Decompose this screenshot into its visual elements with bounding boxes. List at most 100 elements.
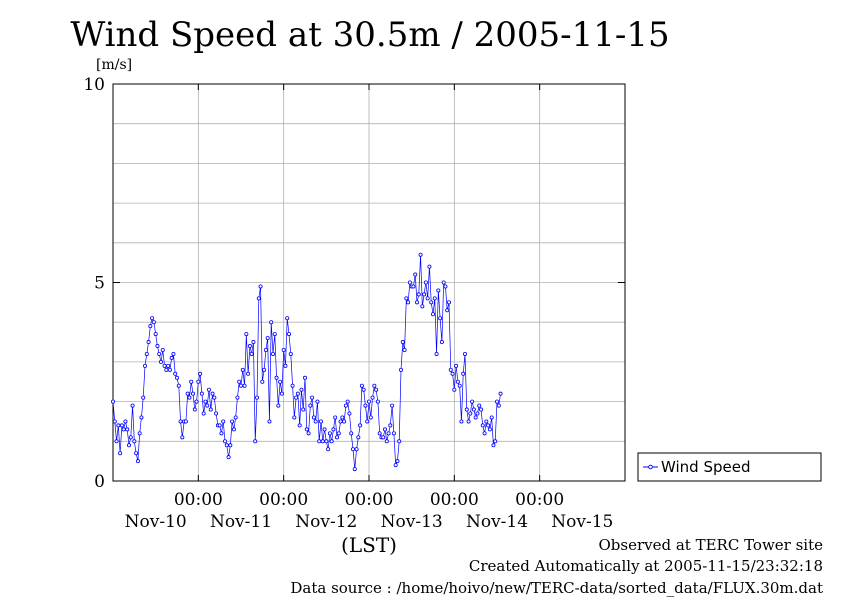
data-point — [491, 443, 496, 448]
data-point — [329, 439, 334, 444]
data-point — [377, 431, 382, 436]
data-point — [194, 399, 199, 404]
data-point — [343, 403, 348, 408]
data-point — [295, 391, 300, 396]
data-point — [285, 316, 290, 321]
data-point — [342, 419, 347, 424]
data-point — [443, 284, 448, 289]
data-point — [125, 427, 130, 432]
data-point — [180, 435, 185, 440]
x-tick-date-5: Nov-15 — [551, 512, 613, 532]
data-point — [127, 443, 132, 448]
x-tick-time-3: 00:00 — [430, 490, 479, 510]
data-point — [265, 336, 270, 341]
data-point — [237, 379, 242, 384]
y-tick-label-1: 5 — [94, 274, 105, 294]
data-point — [311, 415, 316, 420]
data-point — [267, 419, 272, 424]
data-point — [315, 399, 320, 404]
data-point — [158, 359, 163, 364]
data-point — [487, 427, 492, 432]
data-point — [489, 415, 494, 420]
data-point — [114, 439, 119, 444]
data-point — [477, 403, 482, 408]
y-axis-label: [m/s] — [96, 57, 132, 73]
data-point — [429, 300, 434, 305]
data-point — [203, 399, 208, 404]
data-point — [407, 280, 412, 285]
legend-box — [637, 452, 822, 482]
data-point — [441, 280, 446, 285]
data-point — [320, 439, 325, 444]
data-point — [382, 427, 387, 432]
data-point — [144, 351, 149, 356]
data-point — [132, 439, 137, 444]
data-point — [164, 367, 169, 372]
x-tick-date-3: Nov-13 — [381, 512, 443, 532]
data-point — [251, 340, 256, 345]
data-point — [406, 300, 411, 305]
data-point — [340, 415, 345, 420]
data-point — [256, 296, 261, 301]
data-point — [439, 340, 444, 345]
data-point — [219, 431, 224, 436]
data-point — [484, 419, 489, 424]
data-point — [233, 415, 238, 420]
data-point — [432, 296, 437, 301]
data-point — [148, 324, 153, 329]
data-point — [238, 383, 243, 388]
data-point — [196, 379, 201, 384]
data-point — [425, 296, 430, 301]
data-point — [480, 423, 485, 428]
data-point — [454, 363, 459, 368]
data-point — [224, 443, 229, 448]
data-point — [118, 451, 123, 456]
data-point — [297, 423, 302, 428]
data-point — [393, 463, 398, 468]
data-point — [269, 320, 274, 325]
data-point — [386, 431, 391, 436]
y-axis: 0 5 10 — [83, 75, 625, 492]
data-point — [468, 411, 473, 416]
data-point — [464, 407, 469, 412]
data-point — [162, 363, 167, 368]
chart-title: Wind Speed at 30.5m / 2005-11-15 — [70, 15, 669, 55]
data-point — [475, 411, 480, 416]
x-tick-date-0: Nov-10 — [125, 512, 187, 532]
data-point — [368, 415, 373, 420]
data-point — [260, 379, 265, 384]
x-tick-date-1: Nov-11 — [210, 512, 272, 532]
data-point — [214, 411, 219, 416]
data-point — [470, 399, 475, 404]
data-point — [111, 399, 116, 404]
data-point — [286, 332, 291, 337]
data-point — [498, 391, 503, 396]
data-point — [294, 395, 299, 400]
data-point — [471, 407, 476, 412]
data-point — [212, 395, 217, 400]
data-point — [333, 415, 338, 420]
data-point — [274, 375, 279, 380]
data-point — [494, 399, 499, 404]
data-point — [462, 351, 467, 356]
data-point — [372, 383, 377, 388]
data-point — [438, 316, 443, 321]
data-point — [199, 391, 204, 396]
data-point — [448, 367, 453, 372]
data-point — [128, 435, 133, 440]
data-point — [254, 395, 259, 400]
data-point — [404, 296, 409, 301]
data-point — [278, 379, 283, 384]
data-point — [358, 423, 363, 428]
data-point — [157, 351, 162, 356]
data-point — [201, 411, 206, 416]
data-point — [455, 379, 460, 384]
data-point — [310, 395, 315, 400]
data-point — [418, 252, 423, 257]
data-point — [436, 288, 441, 293]
data-point — [217, 423, 222, 428]
data-point — [302, 375, 307, 380]
data-point — [153, 332, 158, 337]
data-point — [459, 419, 464, 424]
data-point — [299, 387, 304, 392]
